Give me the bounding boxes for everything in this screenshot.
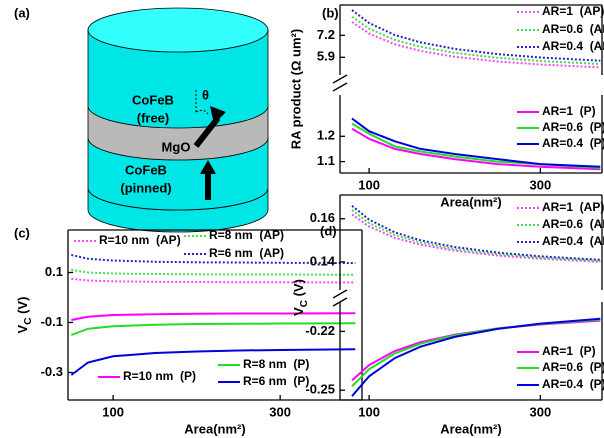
y-axis-label-main: V (291, 307, 306, 316)
y-tick-label: -0.25 (305, 382, 335, 397)
y-tick-label: 0.16 (310, 210, 335, 225)
x-tick-label: 300 (530, 177, 552, 192)
y-axis-label-sub: C (23, 318, 34, 325)
legend-label: AR=0.4 (P) (542, 377, 604, 391)
series-line (71, 277, 356, 284)
legend-label: AR=1 (P) (542, 344, 596, 358)
series-line (70, 322, 356, 336)
series-line (351, 21, 601, 69)
x-axis-label: Area(nm²) (440, 421, 501, 436)
series-line (71, 269, 356, 276)
series-line (71, 254, 356, 264)
legend-label: R=8 nm (AP) (209, 228, 284, 242)
legend-label: AR=0.6 (P) (542, 120, 604, 134)
legend-label: AR=1 (AP) (542, 4, 604, 18)
panel-label: (c) (14, 225, 30, 240)
legend-label: AR=0.4 (AP) (542, 234, 604, 248)
y-axis-label-unit: (V) (15, 297, 30, 318)
y-tick-label: 1.2 (317, 128, 335, 143)
axis-break (332, 289, 348, 299)
legend-label: AR=0.4 (AP) (542, 39, 604, 53)
y-tick-label: 0.14 (310, 253, 336, 268)
free-arrow-head (210, 106, 226, 124)
y-tick-label: 0.1 (45, 264, 63, 279)
panel-label: (d) (320, 223, 337, 238)
legend-label: R=8 nm (P) (243, 357, 309, 371)
top-face (87, 7, 269, 53)
series-line (70, 348, 356, 376)
layer-note: (free) (137, 110, 170, 125)
legend-label: R=10 nm (AP) (99, 233, 181, 247)
angle-guide (195, 90, 209, 115)
series-line (351, 209, 601, 262)
legend-label: AR=0.6 (AP) (542, 22, 604, 36)
y-tick-label: -0.3 (41, 364, 63, 379)
axis-break (332, 74, 348, 84)
layer-label: MgO (162, 139, 191, 154)
legend-label: AR=1 (AP) (542, 200, 604, 214)
series-line (71, 312, 356, 321)
series-line (351, 317, 601, 397)
y-axis-label: VC (V) (291, 279, 309, 316)
x-tick-label: 300 (269, 404, 291, 419)
y-tick-label: 7.2 (317, 27, 335, 42)
y-axis-label-unit: (V) (291, 279, 306, 300)
free-layer (87, 29, 269, 129)
legend-label: AR=0.4 (P) (542, 136, 604, 150)
layer-note: (pinned) (120, 180, 171, 195)
layer-label: CoFeB (125, 162, 167, 177)
legend-label: AR=0.6 (AP) (542, 217, 604, 231)
legend-label: R=10 nm (P) (123, 369, 196, 383)
y-axis-label: RA product (Ω um²) (288, 29, 303, 149)
series-line (351, 127, 601, 171)
mtj-diagram: (a) CoFeB (free) θ MgO CoFeB (pinned) (14, 5, 269, 233)
x-tick-label: 100 (358, 177, 380, 192)
y-tick-label: -0.22 (305, 323, 335, 338)
panel-label: (a) (14, 5, 30, 20)
y-tick-label: -0.1 (41, 314, 63, 329)
y-axis-label-main: V (15, 324, 30, 333)
layer-label: CoFeB (132, 92, 174, 107)
panel-label: (b) (322, 5, 339, 20)
legend-label: AR=0.6 (P) (542, 360, 604, 374)
series-line (351, 213, 601, 263)
angle-label: θ (202, 87, 209, 102)
legend-label: R=6 nm (AP) (209, 246, 284, 260)
x-axis-label: Area(nm²) (440, 194, 501, 209)
pinned-arrow-head (200, 160, 216, 174)
y-axis-label-sub: C (299, 300, 310, 307)
y-tick-label: 1.1 (317, 153, 335, 168)
series-line (351, 15, 601, 65)
y-axis-label: VC (V) (15, 297, 33, 334)
x-tick-label: 300 (530, 404, 552, 419)
x-tick-label: 100 (358, 404, 380, 419)
x-tick-label: 100 (102, 404, 124, 419)
y-tick-label: 5.9 (317, 49, 335, 64)
series-line (351, 9, 601, 62)
series-line (351, 117, 601, 168)
legend-label: AR=1 (P) (542, 104, 596, 118)
axis-break (332, 82, 348, 92)
x-axis-label: Area(nm²) (184, 421, 245, 436)
legend-label: R=6 nm (P) (243, 374, 309, 388)
